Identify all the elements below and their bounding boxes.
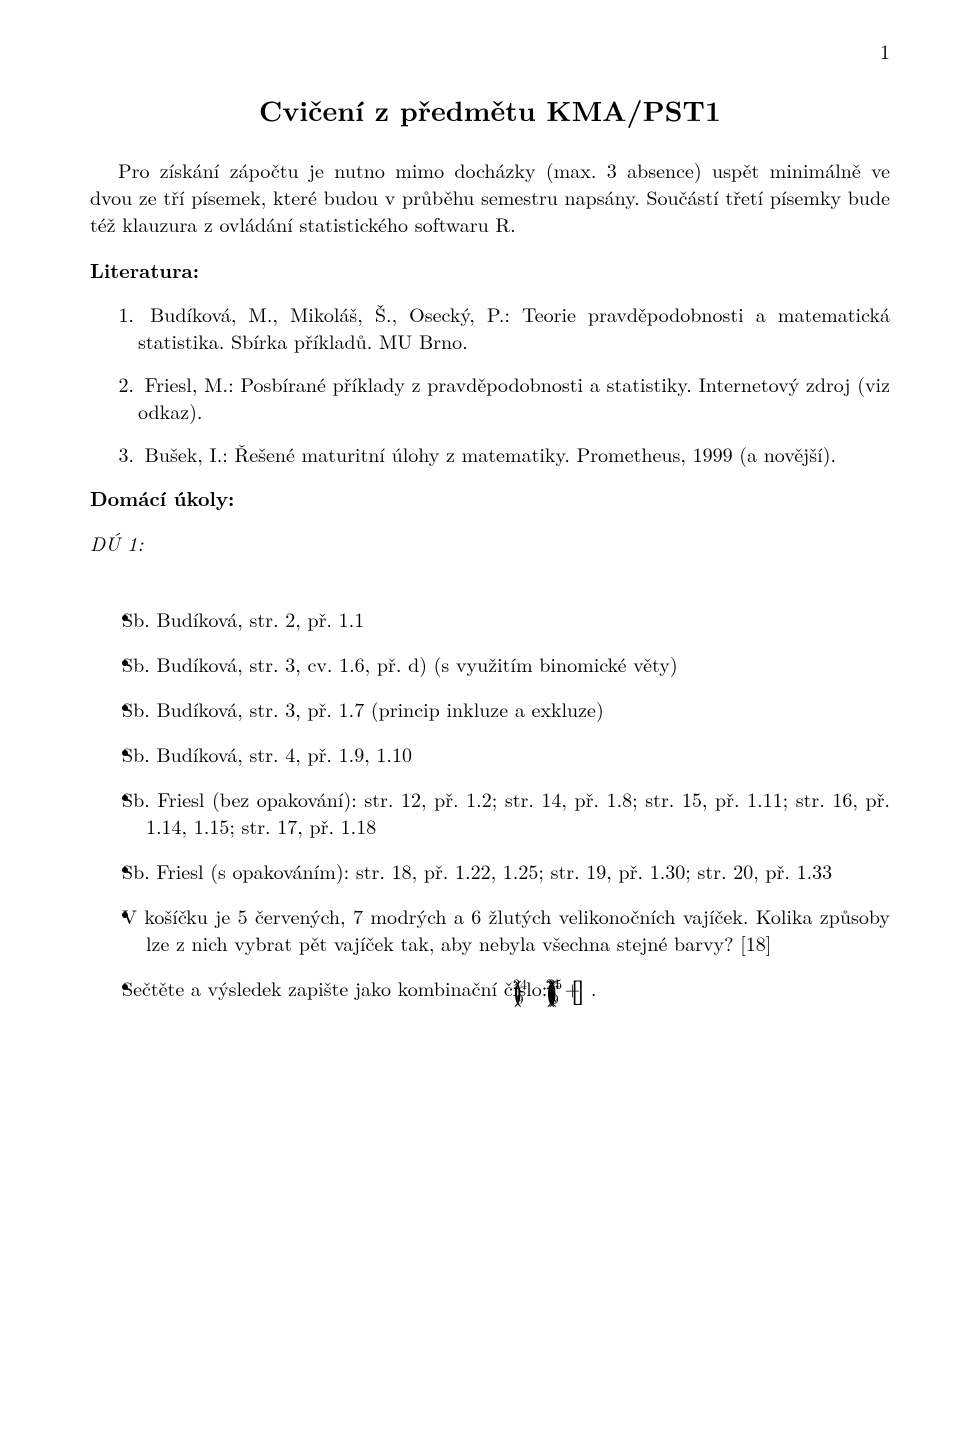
page: 1 Cvičení z předmětu KMA/PST1 Pro získán… <box>0 0 960 1442</box>
homework-heading: Domácí úkoly: <box>90 483 890 512</box>
literature-item: 2. Friesl, M.: Posbírané příklady z prav… <box>90 370 890 424</box>
binom-result: (259) <box>589 977 593 1007</box>
homework-text: Sb. Budíková, str. 4, př. 1.9, 1.10 <box>122 739 412 768</box>
page-number: 1 <box>880 36 890 65</box>
homework-item: V košíčku je 5 červených, 7 modrých a 6 … <box>90 902 890 956</box>
homework-label: DÚ 1: <box>90 528 890 557</box>
homework-item: Sečtěte a výsledek zapište jako kombinač… <box>90 974 890 1007</box>
document-title: Cvičení z předmětu KMA/PST1 <box>90 90 890 130</box>
homework-item: Sb. Budíková, str. 3, cv. 1.6, př. d) (s… <box>90 650 890 677</box>
homework-text: V košíčku je 5 červených, 7 modrých a 6 … <box>122 901 890 957</box>
homework-text: Sb. Friesl (s opakováním): str. 18, př. … <box>122 856 832 885</box>
homework-item: Sb. Budíková, str. 3, př. 1.7 (princip i… <box>90 695 890 722</box>
homework-text: Sb. Budíková, str. 3, př. 1.7 (princip i… <box>122 694 604 723</box>
literature-heading: Literatura: <box>90 255 890 284</box>
homework-item: Sb. Budíková, str. 4, př. 1.9, 1.10 <box>90 740 890 767</box>
homework-list: Sb. Budíková, str. 2, př. 1.1 Sb. Budíko… <box>90 605 890 1007</box>
homework-text: Sb. Budíková, str. 2, př. 1.1 <box>122 604 364 633</box>
literature-text: Budíková, M., Mikoláš, Š., Osecký, P.: T… <box>138 299 890 355</box>
literature-text: Friesl, M.: Posbírané příklady z pravděp… <box>138 369 890 425</box>
result-bracket: [(259)] <box>613 977 617 1007</box>
homework-text: Sb. Budíková, str. 3, cv. 1.6, př. d) (s… <box>122 649 678 678</box>
homework-item: Sb. Friesl (bez opakování): str. 12, př.… <box>90 785 890 839</box>
intro-paragraph: Pro získání zápočtu je nutno mimo docház… <box>90 156 890 237</box>
homework-item: Sb. Budíková, str. 2, př. 1.1 <box>90 605 890 632</box>
homework-text: Sb. Friesl (bez opakování): str. 12, př.… <box>122 784 890 840</box>
literature-text: Bušek, I.: Řešené maturitní úlohy z mate… <box>145 439 836 468</box>
combo-intro: Sečtěte a výsledek zapište jako kombinač… <box>122 973 554 1002</box>
literature-item: 3. Bušek, I.: Řešené maturitní úlohy z m… <box>90 440 890 467</box>
literature-item: 1. Budíková, M., Mikoláš, Š., Osecký, P.… <box>90 300 890 354</box>
homework-item: Sb. Friesl (s opakováním): str. 18, př. … <box>90 857 890 884</box>
literature-list: 1. Budíková, M., Mikoláš, Š., Osecký, P.… <box>90 300 890 467</box>
